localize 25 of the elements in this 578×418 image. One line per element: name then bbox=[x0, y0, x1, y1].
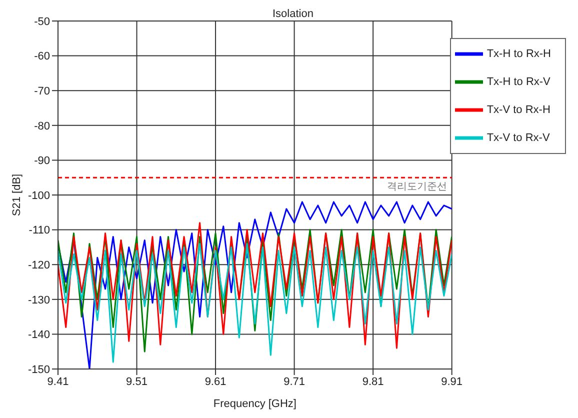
y-tick-label: -140 bbox=[28, 329, 50, 342]
chart-title: Isolation bbox=[272, 8, 314, 20]
y-tick-label: -120 bbox=[28, 260, 50, 272]
y-tick-label: -150 bbox=[28, 364, 50, 376]
y-tick-label: -100 bbox=[28, 190, 50, 202]
y-tick-label: -90 bbox=[34, 155, 50, 168]
y-tick-label: -80 bbox=[34, 120, 50, 132]
legend-label: Tx-V to Rx-V bbox=[486, 132, 550, 144]
y-tick-label: -60 bbox=[34, 50, 50, 63]
x-axis-title: Frequency [GHz] bbox=[213, 398, 296, 410]
y-tick-label: -130 bbox=[28, 294, 50, 306]
y-axis-title: S21 [dB] bbox=[10, 174, 23, 216]
legend-label: Tx-V to Rx-H bbox=[486, 104, 550, 116]
ref-line-label: 격리도기준선 bbox=[386, 182, 447, 193]
legend-label: Tx-H to Rx-V bbox=[486, 76, 550, 88]
x-tick-label: 9.41 bbox=[47, 376, 69, 388]
x-tick-label: 9.51 bbox=[126, 376, 148, 388]
x-tick-label: 9.71 bbox=[284, 376, 306, 388]
y-tick-label: -50 bbox=[34, 16, 50, 28]
y-tick-label: -110 bbox=[28, 224, 50, 237]
x-tick-label: 9.81 bbox=[362, 376, 384, 388]
legend-label: Tx-H to Rx-H bbox=[486, 48, 551, 60]
x-tick-label: 9.91 bbox=[441, 376, 463, 388]
x-tick-label: 9.61 bbox=[204, 376, 226, 388]
y-tick-label: -70 bbox=[34, 86, 50, 98]
